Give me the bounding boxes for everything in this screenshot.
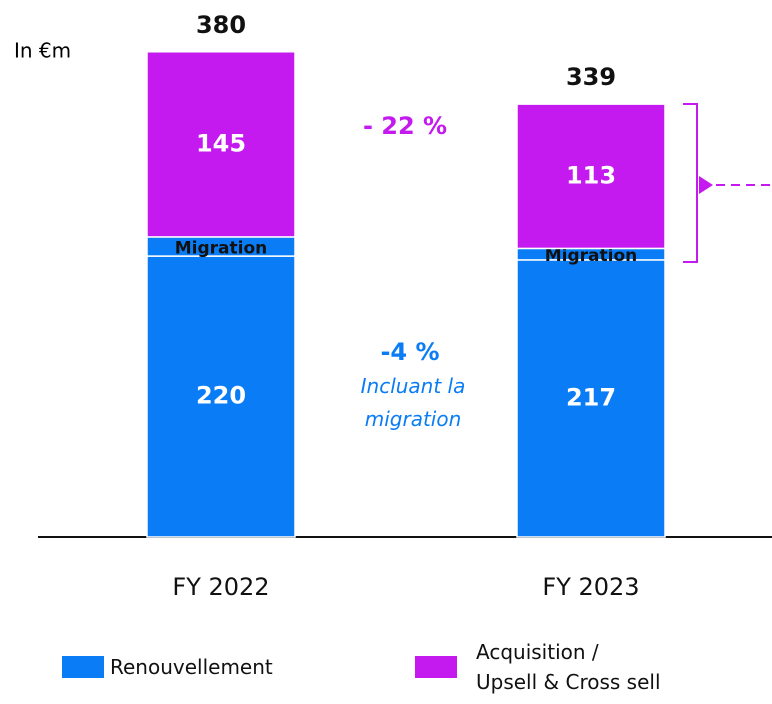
annotation: Incluant la migration [360, 374, 466, 431]
x-tick-label: FY 2023 [542, 573, 639, 601]
data-label: 113 [566, 161, 616, 189]
data-label: 220 [196, 382, 246, 410]
bar-segment [146, 51, 296, 238]
legend-label: Renouvellement [110, 655, 273, 679]
total-label: 339 [566, 63, 616, 91]
bar-segment [516, 103, 666, 250]
total-label: 380 [196, 11, 246, 39]
data-label: 145 [196, 129, 246, 157]
bracket-arrow [699, 176, 713, 194]
legend-swatch [415, 656, 457, 678]
bracket [683, 103, 698, 263]
legend-label: Acquisition / Upsell & Cross sell [476, 640, 661, 694]
data-label: 217 [566, 383, 616, 411]
annotation: - 22 % [362, 112, 448, 140]
unit-label: In €m [14, 39, 71, 63]
bar-segment [516, 259, 666, 538]
legend-swatch [62, 656, 104, 678]
annotation: -4 % [380, 338, 440, 366]
segment-label: Migration [175, 239, 268, 259]
bar-segment [146, 255, 296, 538]
segment-label: Migration [545, 246, 638, 266]
x-tick-label: FY 2022 [172, 573, 269, 601]
